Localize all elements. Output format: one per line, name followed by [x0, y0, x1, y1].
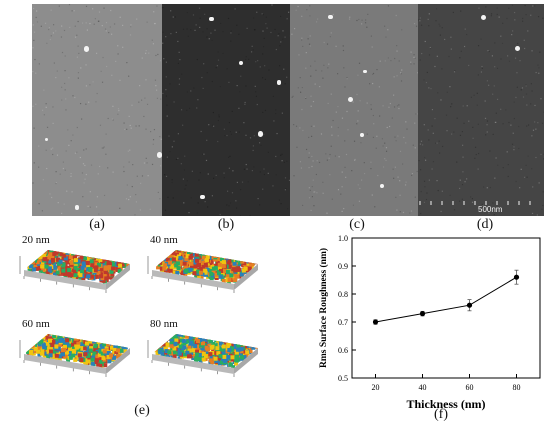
- afm-surface-60nm: [8, 330, 140, 394]
- data-point: [467, 303, 472, 308]
- afm-label-20nm: 20 nm: [22, 234, 50, 246]
- particle: [481, 15, 486, 20]
- particle: [239, 61, 243, 65]
- afm-surface-20nm: [8, 246, 140, 310]
- data-point: [420, 311, 425, 316]
- sem-panel-b: [162, 4, 290, 216]
- y-tick-label: 0.6: [338, 346, 348, 355]
- panel-label-f: (f): [421, 407, 461, 423]
- x-tick-label: 20: [372, 383, 380, 392]
- scale-bar-label: 500nm: [478, 205, 502, 214]
- panel-label-a: (a): [77, 217, 117, 233]
- particle: [45, 138, 48, 141]
- afm-label-40nm: 40 nm: [150, 234, 178, 246]
- plot-frame: [352, 238, 540, 378]
- sem-panel-a: [32, 4, 162, 216]
- y-tick-label: 0.9: [338, 262, 348, 271]
- data-point: [373, 319, 378, 324]
- panel-label-b: (b): [206, 217, 246, 233]
- x-tick-label: 40: [419, 383, 427, 392]
- afm-surface-40nm: [136, 246, 268, 310]
- y-tick-label: 0.7: [338, 318, 348, 327]
- x-tick-label: 60: [466, 383, 474, 392]
- y-tick-label: 1.0: [338, 234, 348, 243]
- afm-label-60nm: 60 nm: [22, 318, 50, 330]
- y-tick-label: 0.5: [338, 374, 348, 383]
- particle: [200, 195, 204, 199]
- y-tick-label: 0.8: [338, 290, 348, 299]
- sem-panel-c: [290, 4, 418, 216]
- afm-label-80nm: 80 nm: [150, 318, 178, 330]
- y-axis-label: Rms Surface Roughness (nm): [318, 248, 329, 368]
- sem-panel-d: [418, 4, 544, 216]
- series-line: [376, 277, 517, 322]
- particle: [75, 205, 79, 209]
- particle: [258, 131, 263, 136]
- particle: [348, 97, 353, 102]
- particle: [209, 17, 214, 22]
- particle: [277, 80, 281, 84]
- x-tick-label: 80: [513, 383, 521, 392]
- afm-surface-80nm: [136, 330, 268, 394]
- particle: [328, 15, 333, 20]
- data-point: [514, 275, 519, 280]
- panel-label-e: (e): [122, 403, 162, 419]
